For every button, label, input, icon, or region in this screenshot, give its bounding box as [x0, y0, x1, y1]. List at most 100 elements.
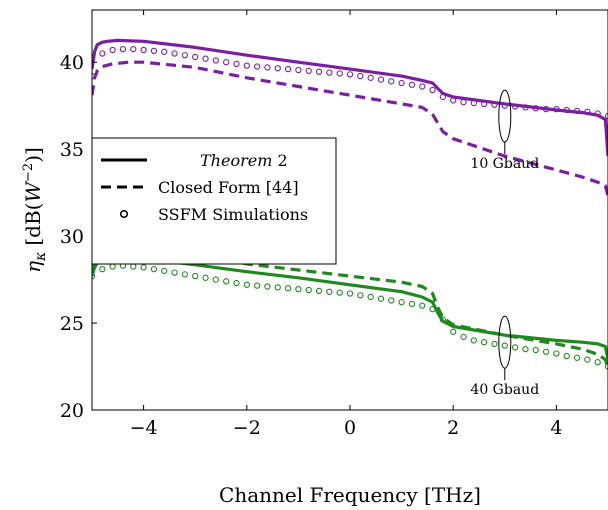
ssfm-point-40: [192, 272, 199, 280]
ssfm-point-10: [408, 81, 416, 88]
ssfm-point-10: [326, 69, 333, 76]
ssfm-point-10: [470, 99, 477, 107]
ssfm-point-40: [140, 264, 147, 271]
ssfm-point-10: [460, 99, 467, 106]
ssfm-point-40: [326, 288, 333, 295]
ssfm-point-10: [264, 64, 271, 71]
ssfm-point-10: [542, 105, 550, 113]
x-tick-label: 2: [447, 417, 459, 439]
ssfm-point-10: [284, 65, 292, 73]
ssfm-point-10: [511, 103, 519, 110]
tick-layer: −4 −2 0 2 4 20 25 30 35 40: [60, 10, 562, 439]
ssfm-point-40: [501, 342, 508, 349]
ssfm-point-40: [202, 274, 209, 281]
annotation-ellipse: [498, 89, 512, 143]
ssfm-point-10: [553, 105, 560, 113]
ssfm-point-40: [109, 263, 116, 270]
legend-label-ssfm: SSFM Simulations: [158, 205, 308, 224]
ssfm-point-40: [99, 265, 106, 273]
series-theorem-40: [92, 255, 608, 360]
ssfm-point-10: [192, 53, 199, 61]
annotation-ellipse: [498, 315, 512, 369]
ssfm-point-40: [563, 352, 570, 360]
ssfm-point-10: [150, 47, 158, 55]
ssfm-point-40: [223, 278, 230, 285]
ssfm-point-40: [377, 295, 385, 302]
ssfm-point-10: [584, 108, 591, 115]
y-tick-label: 35: [60, 139, 84, 161]
ssfm-point-40: [553, 350, 560, 357]
ssfm-point-10: [212, 57, 219, 64]
ssfm-point-10: [99, 50, 106, 57]
ssfm-point-10: [604, 112, 608, 120]
ssfm-point-40: [439, 316, 447, 323]
ssfm-point-40: [284, 285, 292, 292]
ssfm-point-40: [305, 286, 312, 294]
ssfm-point-10: [491, 101, 498, 108]
ssfm-point-40: [584, 356, 591, 363]
ssfm-point-10: [253, 63, 261, 70]
legend: Theorem 2 Closed Form [44] SSFM Simulati…: [91, 137, 337, 265]
x-axis-label: Channel Frequency [THz]: [219, 483, 481, 507]
y-axis-label: ηκ[dB(W−2)]: [21, 147, 49, 273]
ssfm-point-40: [233, 279, 240, 287]
ssfm-point-10: [181, 52, 189, 59]
ssfm-point-40: [150, 265, 158, 273]
ssfm-point-10: [305, 67, 312, 75]
ssfm-point-40: [243, 281, 250, 288]
y-tick-label: 25: [60, 313, 84, 335]
ssfm-point-40: [336, 289, 343, 296]
ssfm-point-10: [119, 45, 127, 53]
x-tick-label: −2: [233, 417, 261, 439]
ssfm-point-10: [532, 105, 539, 112]
ssfm-point-40: [130, 263, 137, 270]
ssfm-point-10: [429, 86, 436, 94]
ssfm-point-40: [573, 354, 581, 361]
ssfm-point-10: [161, 48, 168, 55]
ssfm-point-40: [346, 290, 354, 297]
legend-label-theorem: Theorem 2: [200, 151, 288, 170]
x-tick-label: −4: [130, 417, 158, 439]
ssfm-point-40: [161, 267, 168, 275]
y-tick-label: 40: [60, 52, 84, 74]
ssfm-point-10: [315, 68, 323, 75]
ssfm-point-10: [336, 70, 343, 77]
ssfm-point-10: [140, 46, 147, 54]
ssfm-point-10: [357, 72, 364, 80]
ssfm-point-10: [501, 102, 508, 109]
x-tick-label: 0: [344, 417, 356, 439]
ssfm-point-40: [357, 292, 364, 299]
ssfm-point-10: [346, 71, 354, 78]
ssfm-point-10: [223, 59, 230, 66]
ssfm-point-10: [233, 60, 240, 68]
ssfm-point-40: [481, 339, 488, 346]
ssfm-point-40: [171, 269, 178, 276]
legend-swatch-marker: [119, 209, 129, 219]
legend-label-closed-form: Closed Form [44]: [158, 178, 299, 197]
ssfm-point-40: [542, 348, 550, 355]
series-closed-form-10: [92, 60, 608, 197]
ssfm-point-40: [264, 283, 271, 290]
annotation-layer: 10 Gbaud 40 Gbaud: [470, 89, 539, 398]
ssfm-point-10: [439, 93, 447, 101]
ssfm-point-40: [594, 359, 601, 366]
ssfm-point-40: [470, 337, 477, 344]
ssfm-point-10: [109, 46, 116, 54]
series-closed-form-40: [92, 252, 608, 369]
ssfm-point-40: [604, 363, 608, 370]
ssfm-point-40: [511, 344, 519, 351]
ssfm-point-10: [594, 110, 601, 117]
ssfm-point-10: [171, 50, 178, 57]
ssfm-point-10: [388, 78, 395, 85]
ssfm-point-40: [460, 333, 467, 341]
ssfm-point-10: [522, 104, 529, 111]
ssfm-point-40: [419, 302, 426, 309]
ssfm-point-10: [419, 83, 426, 90]
y-tick-label: 30: [60, 226, 84, 248]
ssfm-point-10: [295, 66, 302, 74]
ssfm-point-10: [573, 107, 581, 115]
ssfm-point-40: [315, 287, 323, 295]
ssfm-point-40: [253, 282, 261, 289]
